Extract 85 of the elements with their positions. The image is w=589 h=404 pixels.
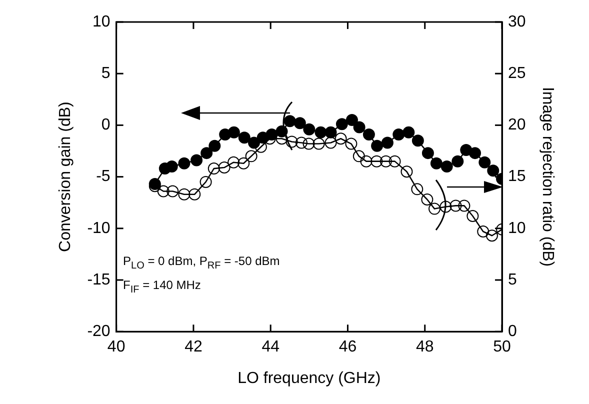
y2-tick-label: 30 [508,13,526,30]
point [388,155,401,168]
x-tick-label: 40 [107,338,126,356]
point [336,118,348,130]
point [428,202,441,215]
point [166,185,179,198]
point [478,156,491,168]
x-tick-label: 46 [338,338,357,356]
point [238,157,250,170]
x-axis-title: LO frequency (GHz) [238,370,381,387]
point [466,210,479,222]
y2-tick-label: 25 [508,65,526,82]
point [477,225,490,238]
y2-tick-label: 15 [508,168,526,186]
y2-tick-label: 20 [508,116,526,134]
point [178,157,190,170]
point [200,147,213,160]
point [380,155,392,168]
point [440,200,452,213]
point [352,150,365,162]
y2-axis-title: Image rejection ratio (dB) [538,86,556,267]
point [228,156,240,168]
x-tick-label: 48 [416,338,434,356]
y-tick-label: -10 [87,220,110,237]
point [238,132,250,144]
y-tick-label: -15 [87,271,110,288]
point [458,200,470,212]
point [303,123,316,136]
point [371,140,384,152]
y-tick-label: 10 [92,13,110,30]
point [200,176,212,188]
y2-tick-label: 10 [508,220,526,237]
x-tick-label: 44 [262,338,280,356]
point [286,136,298,148]
point [450,200,462,212]
point [190,154,203,166]
point [345,138,358,150]
point [411,183,424,196]
point [400,166,413,178]
point [362,128,375,140]
x-tick-label: 50 [493,338,512,356]
x-tick-label: 42 [184,338,202,356]
y-tick-label: 5 [101,65,110,82]
y-tick-label: 0 [101,116,110,134]
point [452,155,464,168]
point [302,138,315,150]
point [178,188,190,200]
point [353,121,366,134]
annotation: F$_{IF}$ = 140 MHz [123,278,201,296]
point [486,230,498,242]
point [188,188,201,200]
point [228,126,240,138]
point [487,164,500,177]
point [346,114,358,126]
point [402,126,415,138]
annotation: P$_{LO}$ = 0 dBm, P$_{RF}$ = -50 dBm [123,254,280,272]
point [166,160,178,172]
y2-tick-label: 5 [508,271,518,288]
point [334,132,347,145]
point [422,147,434,160]
point [157,185,170,198]
point [440,160,453,172]
point [412,134,424,147]
point [370,155,383,168]
point [360,155,372,168]
point [430,157,442,170]
point [294,117,306,130]
point [469,147,482,160]
y-axis-title: Conversion gain (dB) [57,102,74,252]
point [381,136,394,149]
y2-tick-label: 0 [508,323,518,340]
point [392,128,405,140]
point [324,126,337,138]
point [218,162,230,174]
point [421,194,434,206]
point [208,162,220,175]
point [312,138,325,150]
y-tick-label: -5 [96,168,110,186]
point [245,150,258,162]
point [314,126,327,138]
point [324,136,337,149]
point [284,115,296,128]
y-tick-label: -20 [87,323,110,340]
point [295,136,308,149]
point [208,140,221,152]
